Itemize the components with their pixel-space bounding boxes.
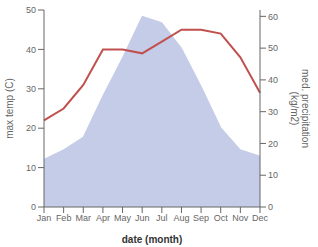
svg-text:40: 40 bbox=[26, 45, 36, 55]
svg-text:Feb: Feb bbox=[56, 213, 72, 223]
svg-text:50: 50 bbox=[268, 43, 278, 53]
svg-text:30: 30 bbox=[268, 107, 278, 117]
svg-text:Sep: Sep bbox=[193, 213, 209, 223]
svg-text:Oct: Oct bbox=[214, 213, 229, 223]
svg-text:Jan: Jan bbox=[37, 213, 52, 223]
svg-text:30: 30 bbox=[26, 84, 36, 94]
svg-text:May: May bbox=[114, 213, 132, 223]
svg-text:Mar: Mar bbox=[76, 213, 92, 223]
svg-text:Jun: Jun bbox=[135, 213, 150, 223]
svg-text:Apr: Apr bbox=[96, 213, 110, 223]
svg-text:med. precipitation(kg/m2): med. precipitation(kg/m2) bbox=[289, 69, 310, 148]
svg-text:20: 20 bbox=[26, 123, 36, 133]
svg-text:20: 20 bbox=[268, 139, 278, 149]
svg-text:date (month): date (month) bbox=[122, 234, 183, 245]
svg-text:40: 40 bbox=[268, 75, 278, 85]
svg-text:10: 10 bbox=[26, 163, 36, 173]
svg-text:0: 0 bbox=[31, 202, 36, 212]
svg-text:60: 60 bbox=[268, 12, 278, 22]
svg-text:Dec: Dec bbox=[252, 213, 269, 223]
svg-text:Jul: Jul bbox=[156, 213, 168, 223]
svg-text:50: 50 bbox=[26, 5, 36, 15]
svg-text:10: 10 bbox=[268, 170, 278, 180]
svg-text:Nov: Nov bbox=[232, 213, 249, 223]
svg-text:max temp (C): max temp (C) bbox=[8, 78, 15, 139]
svg-text:Aug: Aug bbox=[173, 213, 189, 223]
svg-text:0: 0 bbox=[268, 202, 273, 212]
